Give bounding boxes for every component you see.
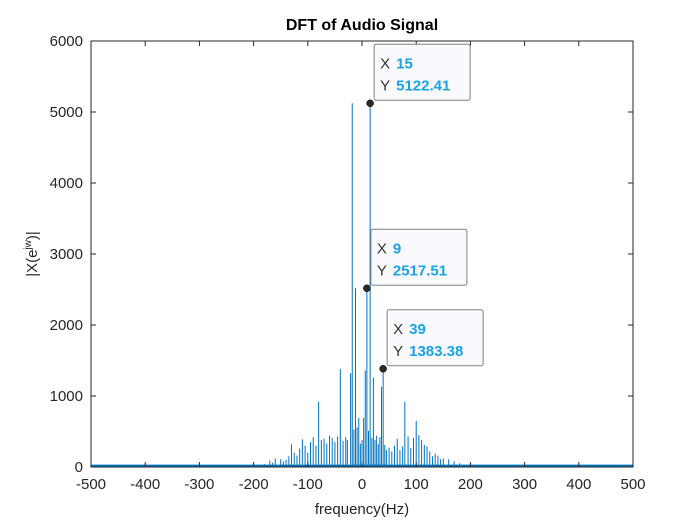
y-axis-label: |X(ejw)|: [23, 231, 41, 277]
y-tick-label: 4000: [50, 175, 83, 192]
datatip-y-value: 5122.41: [396, 77, 450, 94]
datatip-y-value: 2517.51: [393, 262, 447, 279]
datatip-x-key: X: [393, 321, 403, 338]
x-tick-label: -200: [239, 476, 269, 493]
x-tick-label: -500: [76, 476, 106, 493]
y-tick-label: 1000: [50, 388, 83, 405]
datatip-box: [386, 309, 484, 367]
x-tick-label: 300: [512, 476, 537, 493]
x-tick-label: 400: [566, 476, 591, 493]
x-axis-ticks: -500 -400 -300 -200 -100 0 100 200 300 400 500: [76, 41, 646, 493]
datatip[interactable]: X 15 Y 5122.41: [366, 43, 471, 108]
x-tick-label: -100: [293, 476, 323, 493]
datatip[interactable]: X 9Y 2517.51: [363, 228, 468, 293]
chart-title: DFT of Audio Signal: [286, 17, 438, 34]
y-axis-label-base: |X(e: [24, 250, 41, 277]
datatip-x-key: X: [380, 55, 390, 72]
x-tick-label: 0: [358, 476, 366, 493]
y-tick-label: 0: [75, 459, 83, 476]
datatip[interactable]: X 39 Y 1383.38: [379, 309, 484, 373]
spectrum-stems: [263, 103, 461, 467]
y-tick-label: 3000: [50, 246, 83, 263]
x-axis-label: frequency(Hz): [315, 501, 409, 518]
datatip-x-value: 39: [409, 321, 426, 338]
y-axis-label-tail: )|: [24, 231, 41, 240]
y-axis-label-sup: jw: [23, 239, 34, 250]
y-axis-ticks: 0 1000 2000 3000 4000 5000 6000: [50, 33, 633, 476]
datatip-x-value: 15: [396, 55, 413, 72]
datatip-x-value: 9: [393, 240, 401, 257]
x-tick-label: -300: [184, 476, 214, 493]
datatip-marker[interactable]: [366, 99, 374, 108]
datatip-y-key: Y: [377, 262, 387, 279]
datatip-marker[interactable]: [379, 365, 387, 373]
y-tick-label: 2000: [50, 317, 83, 334]
x-tick-label: 500: [620, 476, 645, 493]
datatip-box: [373, 43, 471, 101]
y-tick-label: 5000: [50, 104, 83, 121]
datatip-marker[interactable]: [363, 284, 371, 293]
x-tick-label: 200: [458, 476, 483, 493]
datatip-y-key: Y: [380, 77, 390, 94]
datatip-y-key: Y: [393, 343, 403, 360]
datatips: X 15Y 5122.41X 9Y 2517.51X 39Y 1383.38: [363, 43, 484, 373]
datatip-y-value: 1383.38: [409, 343, 463, 360]
datatip-box: [370, 228, 468, 286]
plot-area: [91, 41, 633, 467]
y-tick-label: 6000: [50, 33, 83, 50]
datatip-x-key: X: [377, 240, 387, 257]
x-tick-label: 100: [404, 476, 429, 493]
x-tick-label: -400: [130, 476, 160, 493]
